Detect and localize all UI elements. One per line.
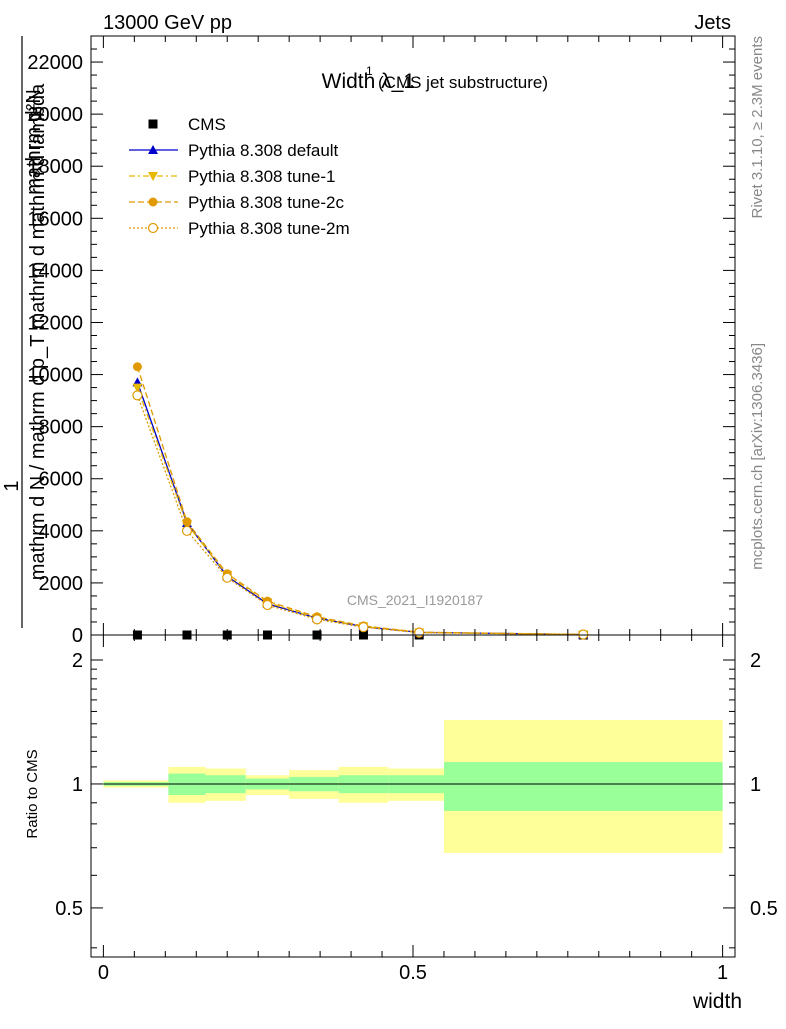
main-plot-panel: 0 2000 4000 6000 8000 10000 12000 14000 16000 180… xyxy=(1,35,736,647)
y-tick-label: 22000 xyxy=(27,52,83,74)
legend: CMS Pythia 8.308 default Pythia 8.308 tune… xyxy=(129,115,350,238)
ratio-y-tick-label: 2 xyxy=(72,650,83,672)
ratio-y-tick-label-right: 0.5 xyxy=(750,898,778,920)
data-point-series-2 xyxy=(132,383,143,393)
header-energy-label: 13000 GeV pp xyxy=(103,12,232,34)
legend-label-4: Pythia 8.308 tune-2m xyxy=(188,219,350,238)
data-point-series-4 xyxy=(181,525,193,536)
x-tick-label: 0 xyxy=(98,962,109,984)
ratio-y-tick-label: 0.5 xyxy=(55,898,83,920)
y-axis-label-one: 1 xyxy=(1,480,23,491)
plot-title: Width λ_1 xyxy=(322,70,415,93)
analysis-watermark: CMS_2021_I1920187 xyxy=(347,592,483,608)
y-tick-label: 20000 xyxy=(27,104,83,126)
y-tick-label: 6000 xyxy=(39,469,84,491)
legend-label-2: Pythia 8.308 tune-1 xyxy=(188,167,335,186)
y-tick-label: 16000 xyxy=(27,208,83,230)
data-point-series-3 xyxy=(182,517,192,527)
series-line-2 xyxy=(136,387,584,636)
ratio-y-axis-label: Ratio to CMS xyxy=(24,749,41,838)
y-tick-label: 12000 xyxy=(27,312,83,334)
ratio-y-tick-label-right: 2 xyxy=(750,650,761,672)
legend-marker-1 xyxy=(148,145,158,154)
y-tick-label: 18000 xyxy=(27,156,83,178)
plot-title-superscript: 1 xyxy=(366,64,373,78)
data-point-series-4 xyxy=(311,614,323,625)
series-line-3 xyxy=(136,366,584,636)
legend-label-0: CMS xyxy=(188,115,226,134)
plot-subtitle: (CMS jet substructure) xyxy=(378,73,548,92)
series-line-4 xyxy=(136,395,584,636)
legend-label-1: Pythia 8.308 default xyxy=(188,141,339,160)
ratio-y-tick-label-right: 1 xyxy=(750,774,761,796)
header-process-label: Jets xyxy=(694,12,731,34)
ratio-plot-panel: 0.5 0.5 1 1 2 2 0 0.5 1 Ratio to CMS width xyxy=(24,634,778,1013)
y-tick-label: 4000 xyxy=(39,521,84,543)
y-tick-label: 0 xyxy=(72,625,83,647)
x-tick-label: 1 xyxy=(717,962,728,984)
data-point-series-4 xyxy=(222,572,233,583)
y-tick-label: 8000 xyxy=(39,417,84,439)
data-point-series-4 xyxy=(358,622,369,633)
data-point-series-4 xyxy=(262,599,273,611)
x-axis-label: width xyxy=(692,990,742,1013)
y-tick-label: 2000 xyxy=(39,573,84,595)
legend-marker-3 xyxy=(148,197,158,207)
legend-label-3: Pythia 8.308 tune-2c xyxy=(188,193,344,212)
data-point-series-4 xyxy=(414,627,425,638)
ratio-y-tick-label: 1 xyxy=(72,774,83,796)
legend-marker-2 xyxy=(148,172,158,181)
y-tick-label: 10000 xyxy=(27,365,83,387)
legend-marker-4 xyxy=(147,222,159,234)
legend-marker-0 xyxy=(148,119,158,129)
data-point-series-4 xyxy=(578,629,589,640)
y-axis-label-main: mathrm d N / mathrm d p_T mathrm d mathr… xyxy=(27,83,49,580)
data-point-series-4 xyxy=(132,390,143,401)
data-point-series-3 xyxy=(132,362,142,372)
y-axis-label-numerator: mathrm d²N xyxy=(23,89,45,195)
y-tick-label: 14000 xyxy=(27,260,83,282)
rivet-version-label: Rivet 3.1.10, ≥ 2.3M events xyxy=(749,36,766,219)
x-tick-label: 0.5 xyxy=(399,962,427,984)
ratio-inner-band xyxy=(443,762,723,811)
mcplots-reference-label: mcplots.cern.ch [arXiv:1306.3436] xyxy=(749,343,766,570)
